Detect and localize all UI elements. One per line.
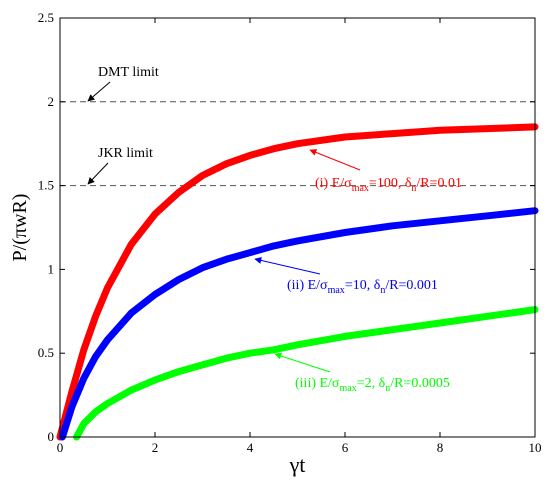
data-point (484, 212, 491, 219)
data-point (68, 388, 75, 395)
series-line-3 (73, 306, 539, 441)
data-point (270, 145, 277, 152)
x-tick-label: 4 (247, 440, 254, 455)
data-point (247, 152, 253, 159)
data-point (175, 368, 182, 375)
data-point (389, 326, 396, 333)
data-point (175, 189, 182, 196)
data-point (128, 241, 135, 248)
data-point (437, 127, 443, 134)
data-point (270, 346, 277, 353)
data-point (484, 313, 491, 320)
series-line-1 (56, 123, 539, 441)
data-point (437, 320, 443, 327)
data-point (294, 237, 301, 244)
data-point (68, 403, 75, 410)
data-point (80, 375, 87, 382)
data-point (437, 217, 443, 224)
data-point (152, 211, 158, 218)
data-point (92, 408, 99, 415)
series-label-1: (i) E/σmax=100, δn/R=0.01 (315, 176, 462, 194)
reference-lines (60, 101, 535, 187)
y-axis-label: P/(πwR) (9, 194, 31, 262)
y-tick-label: 1 (48, 261, 55, 276)
dmt-annotation: DMT limit (98, 65, 159, 80)
data-point (104, 284, 111, 291)
data-point (199, 361, 206, 368)
annotation-arrow (87, 162, 109, 185)
data-point (389, 130, 396, 137)
data-point (104, 400, 111, 407)
data-point (104, 336, 111, 343)
data-point (80, 420, 87, 427)
data-point (92, 313, 99, 320)
series-label-3: (iii) E/σmax=2, δn/R=0.0005 (295, 376, 450, 394)
series-arrow-2 (254, 257, 321, 275)
y-tick-label: 0.5 (38, 345, 54, 360)
y-tick-label: 2 (48, 94, 55, 109)
series-arrow-3 (274, 352, 331, 373)
y-tick-label: 1.5 (38, 178, 54, 193)
axis-ticks: 0 2 4 6 8 10 0 0.5 1 1.5 2 2.5 (38, 10, 542, 455)
plot-frame (59, 17, 536, 438)
x-tick-label: 6 (342, 440, 349, 455)
annotation-arrow (87, 81, 111, 102)
data-point (484, 125, 491, 132)
data-point (223, 355, 230, 362)
x-axis-label: γt (289, 452, 306, 477)
data-point (80, 346, 87, 353)
series-layer (56, 123, 539, 441)
data-point (294, 341, 301, 348)
x-tick-label: 8 (437, 440, 444, 455)
series-line-2 (58, 207, 539, 441)
y-tick-label: 2.5 (38, 10, 54, 25)
data-point (223, 256, 230, 263)
data-point (247, 350, 253, 357)
data-point (92, 353, 99, 360)
data-point (152, 377, 158, 384)
x-tick-label: 2 (152, 440, 159, 455)
data-point (199, 172, 206, 179)
data-point (342, 133, 348, 140)
data-point (294, 140, 301, 147)
data-point (152, 291, 158, 298)
data-point (247, 249, 253, 256)
data-point (342, 229, 348, 236)
x-tick-label: 0 (57, 440, 64, 455)
data-point (199, 264, 206, 271)
series-arrow-1 (309, 149, 361, 171)
series-label-2: (ii) E/σmax=10, δn/R=0.001 (287, 278, 438, 296)
data-point (175, 276, 182, 283)
data-point (389, 222, 396, 229)
y-tick-label: 0 (48, 429, 55, 444)
jkr-annotation: JKR limit (98, 146, 153, 161)
x-tick-label: 10 (529, 440, 542, 455)
data-point (128, 309, 135, 316)
data-point (128, 387, 135, 394)
annotations: DMT limit JKR limit (i) E/σmax=100, δn/R=0… (87, 65, 462, 394)
data-point (270, 242, 277, 249)
data-point (223, 160, 230, 167)
data-point (342, 333, 348, 340)
